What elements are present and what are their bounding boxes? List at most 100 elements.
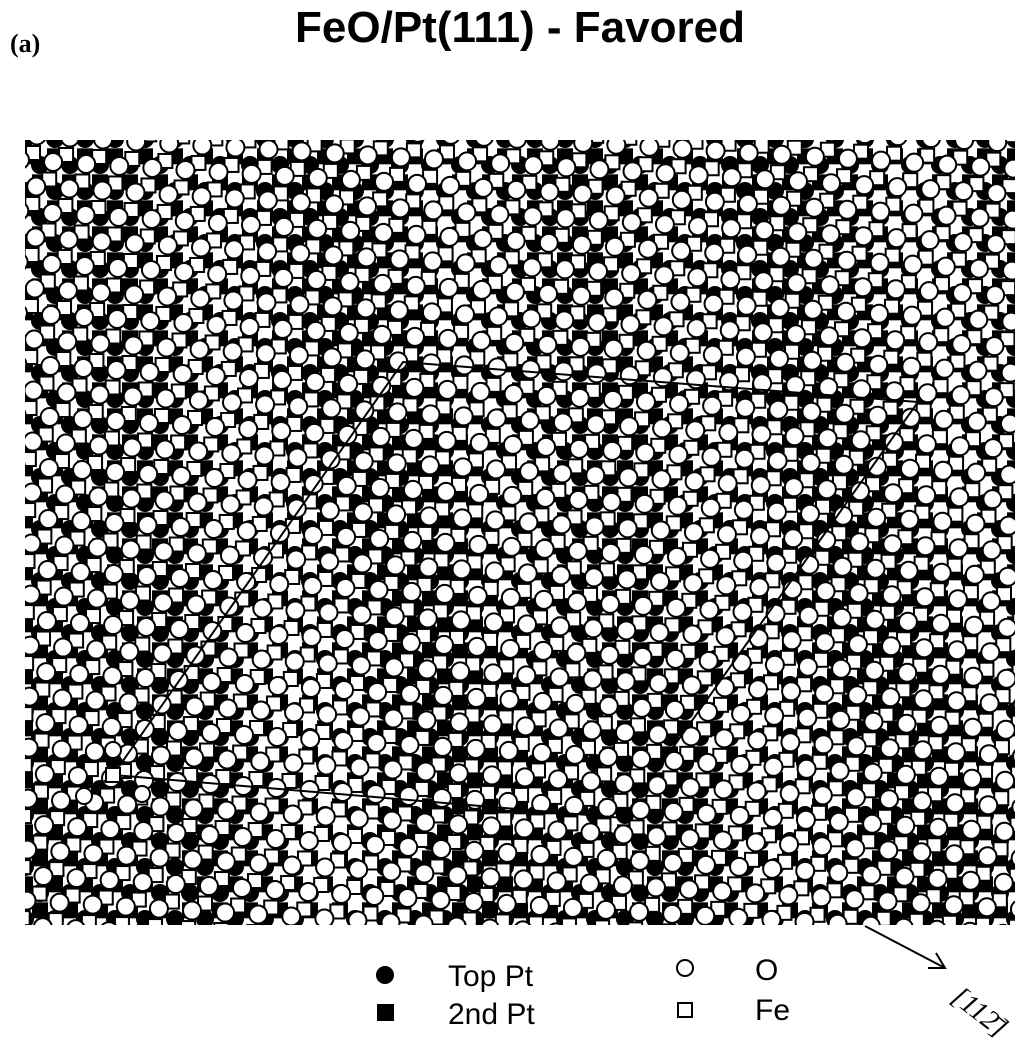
second-pt-atom (602, 954, 618, 970)
o-atom (883, 586, 901, 604)
o-atom (76, 206, 94, 224)
o-atom (324, 246, 342, 264)
fe-atom (639, 106, 653, 120)
top-pt-atom (931, 936, 949, 954)
top-pt-atom (0, 702, 4, 720)
o-atom (919, 384, 937, 402)
o-atom (866, 611, 884, 629)
fe-atom (424, 119, 438, 133)
top-pt-atom (946, 962, 964, 980)
fe-atom (937, 124, 951, 138)
o-atom (476, 77, 494, 95)
o-atom (500, 691, 518, 709)
o-atom (186, 698, 204, 716)
o-atom (521, 411, 539, 429)
o-atom (590, 160, 608, 178)
o-atom (567, 695, 585, 713)
top-pt-atom (586, 962, 604, 980)
top-pt-atom (856, 962, 874, 980)
o-atom (126, 183, 144, 201)
top-pt-atom (151, 936, 169, 954)
o-atom (440, 279, 458, 297)
fe-atom (27, 95, 41, 109)
o-atom (605, 340, 623, 358)
o-atom (558, 107, 576, 125)
second-pt-atom (182, 954, 198, 970)
o-atom (470, 485, 488, 503)
o-atom (602, 493, 620, 511)
o-atom (624, 162, 642, 180)
o-atom (406, 328, 424, 346)
o-atom (837, 303, 855, 321)
o-atom (337, 528, 355, 546)
o-atom (12, 100, 30, 118)
o-atom (252, 701, 270, 719)
o-atom (290, 346, 308, 364)
o-atom (888, 229, 906, 247)
o-atom (309, 169, 327, 187)
o-atom (504, 436, 522, 454)
top-pt-atom (1, 208, 19, 226)
o-atom (422, 405, 440, 423)
o-atom (104, 616, 122, 634)
o-atom (967, 464, 985, 482)
second-pt-atom (932, 122, 948, 138)
fe-atom (19, 656, 33, 670)
fe-atom (0, 144, 7, 158)
o-atom (219, 700, 237, 718)
o-atom (155, 491, 173, 509)
second-pt-atom (17, 720, 33, 736)
o-atom (700, 601, 718, 619)
o-atom (157, 338, 175, 356)
o-atom (456, 305, 474, 323)
o-atom (819, 429, 837, 447)
o-atom (103, 718, 121, 736)
o-atom (0, 73, 13, 91)
second-pt-atom (212, 954, 228, 970)
o-atom (336, 630, 354, 648)
o-atom (402, 634, 420, 652)
o-atom (981, 694, 999, 712)
second-pt-atom (422, 122, 438, 138)
o-atom (799, 658, 817, 676)
o-atom (272, 422, 290, 440)
o-atom (657, 113, 675, 131)
o-atom (122, 541, 140, 559)
o-atom (607, 136, 625, 154)
o-atom (239, 471, 257, 489)
fe-atom (656, 82, 670, 96)
o-atom (798, 760, 816, 778)
o-atom (788, 223, 806, 241)
o-atom (902, 358, 920, 376)
o-atom (339, 375, 357, 393)
fe-atom (60, 97, 74, 111)
o-atom (492, 103, 510, 121)
top-pt-atom (331, 936, 349, 954)
o-atom (815, 684, 833, 702)
o-atom (698, 805, 716, 823)
second-pt-atom (182, 122, 198, 138)
fe-atom (8, 222, 22, 236)
o-atom (589, 262, 607, 280)
o-atom (0, 176, 12, 194)
o-atom (905, 154, 923, 172)
o-atom (469, 536, 487, 554)
o-atom (218, 751, 236, 769)
o-atom (86, 692, 104, 710)
o-atom (157, 389, 175, 407)
o-atom (939, 105, 957, 123)
o-atom (733, 654, 751, 672)
second-pt-atom (722, 954, 738, 970)
o-atom (471, 434, 489, 452)
o-atom (227, 87, 245, 105)
o-atom (73, 461, 91, 479)
o-atom (143, 210, 161, 228)
o-atom (790, 121, 808, 139)
o-atom (823, 123, 841, 141)
o-atom (90, 437, 108, 455)
fe-atom (705, 110, 719, 124)
o-atom (407, 277, 425, 295)
o-atom (667, 599, 685, 617)
o-atom (469, 587, 487, 605)
o-atom (637, 393, 655, 411)
